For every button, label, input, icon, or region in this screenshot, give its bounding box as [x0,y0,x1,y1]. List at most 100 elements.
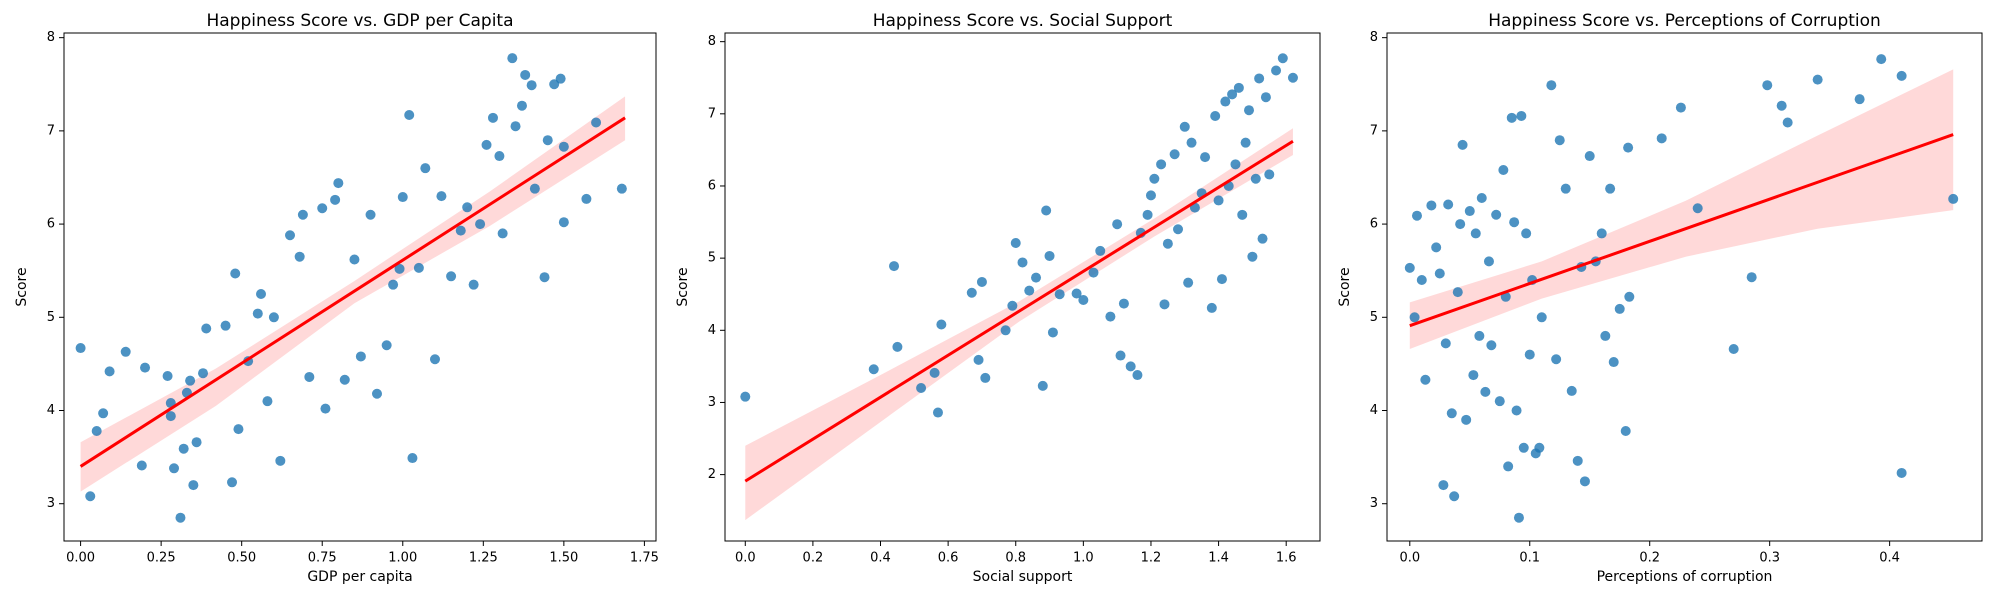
x-tick-label: 1.4 [1208,551,1229,566]
data-point [320,403,331,414]
data-point [1233,82,1244,93]
y-tick-label: 5 [708,251,716,266]
data-point [916,383,927,394]
chart-title: Happiness Score vs. Social Support [873,11,1173,31]
data-point [429,354,440,365]
x-axis-label: Perceptions of corruption [1597,569,1773,585]
data-point [1156,159,1167,170]
data-point [475,219,486,230]
data-point [162,371,173,382]
data-point [497,228,508,239]
y-tick-label: 4 [708,323,716,338]
data-point [1173,224,1184,235]
data-point [487,112,498,123]
data-point [1728,343,1739,354]
data-point [1277,53,1288,64]
data-point [1404,262,1415,273]
data-point [462,202,473,213]
data-point [1095,245,1106,256]
data-point [1220,96,1231,107]
data-point [1041,205,1052,216]
data-point [1480,386,1491,397]
data-point [397,192,408,203]
data-point [227,477,238,488]
data-point [494,151,505,162]
data-point [1579,476,1590,487]
data-point [98,408,109,419]
data-point [1047,327,1058,338]
data-point [549,79,560,90]
data-point [413,262,424,273]
y-axis-label: Score [14,267,30,306]
data-point [1078,294,1089,305]
data-point [1145,190,1156,201]
data-point [1623,142,1634,153]
regression-line [744,139,1294,483]
data-point [1200,152,1211,163]
data-point [339,374,350,385]
data-point [394,263,405,274]
data-point [1468,370,1479,381]
axes-frame [63,32,657,542]
y-tick-label: 3 [1370,496,1378,511]
data-point [1179,121,1190,132]
y-axis-label: Score [1337,267,1353,306]
data-point [175,512,186,523]
data-point [1216,274,1227,285]
data-point [252,308,263,319]
y-tick-label: 2 [708,467,716,482]
data-point [1169,149,1180,160]
data-point [355,351,366,362]
x-tick-label: 1.25 [469,551,498,566]
axes-frame [1386,32,1983,542]
data-point [1464,206,1475,217]
data-point [136,460,147,471]
data-point [1142,209,1153,220]
data-point [1264,169,1275,180]
data-point [1546,80,1557,91]
data-point [1024,285,1035,296]
x-tick-label: 1.6 [1276,551,1297,566]
data-point [169,463,180,474]
data-point [268,312,279,323]
data-point [868,364,879,375]
data-point [1566,385,1577,396]
data-point [740,391,751,402]
data-point [1149,173,1160,184]
data-point [230,268,241,279]
data-point [1054,289,1065,300]
data-point [140,362,151,373]
data-point [1534,442,1545,453]
data-point [966,287,977,298]
data-point [1762,80,1773,91]
data-point [1007,300,1018,311]
data-point [1287,72,1298,83]
y-tick-label: 8 [47,30,55,45]
data-point [185,375,196,386]
y-tick-label: 7 [47,123,55,138]
data-point [1411,210,1422,221]
y-tick-label: 5 [47,310,55,325]
data-point [1088,267,1099,278]
data-point [188,480,199,491]
data-point [1186,137,1197,148]
data-point [1812,74,1823,85]
data-point [220,320,231,331]
data-point [558,141,569,152]
data-point [1521,228,1532,239]
y-tick-label: 3 [47,496,55,511]
data-point [1159,299,1170,310]
data-point [297,209,308,220]
x-tick-label: 0.75 [308,551,337,566]
y-tick-label: 3 [708,395,716,410]
data-point [1560,183,1571,194]
data-point [1434,268,1445,279]
x-tick-label: 1.0 [1073,551,1094,566]
data-point [201,323,212,334]
y-tick-label: 8 [1370,30,1378,45]
y-tick-label: 8 [708,34,716,49]
data-point [120,346,131,357]
data-point [1244,105,1255,116]
data-point [1449,491,1460,502]
data-point [1503,461,1514,472]
